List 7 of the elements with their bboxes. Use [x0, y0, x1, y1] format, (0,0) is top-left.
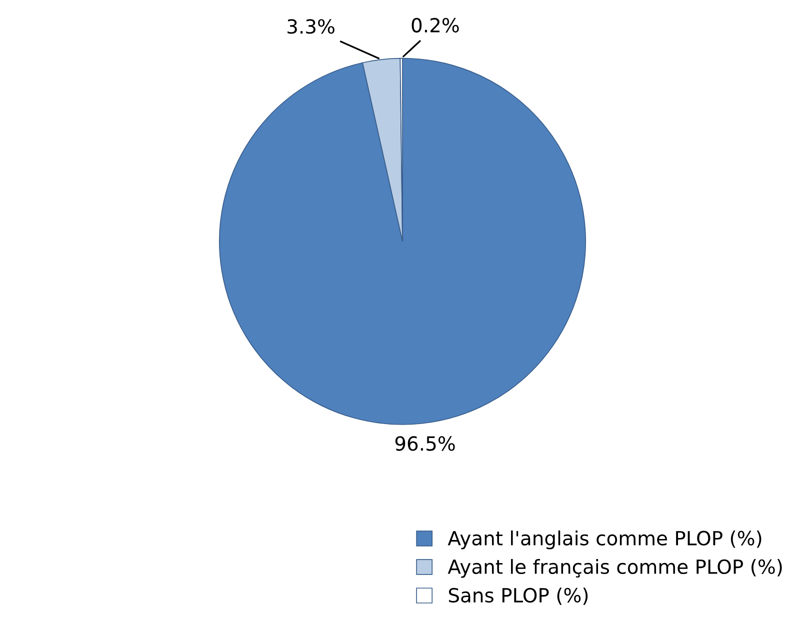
data-label: 96.5%	[395, 436, 455, 451]
data-label: 0.2%	[412, 18, 459, 33]
legend-label: Sans PLOP (%)	[448, 588, 588, 605]
legend-label: Ayant le français comme PLOP (%)	[448, 559, 782, 578]
pie-slice	[219, 58, 586, 425]
data-label: 3.3%	[288, 19, 334, 34]
legend-label: Ayant l'anglais comme PLOP (%)	[448, 530, 762, 550]
